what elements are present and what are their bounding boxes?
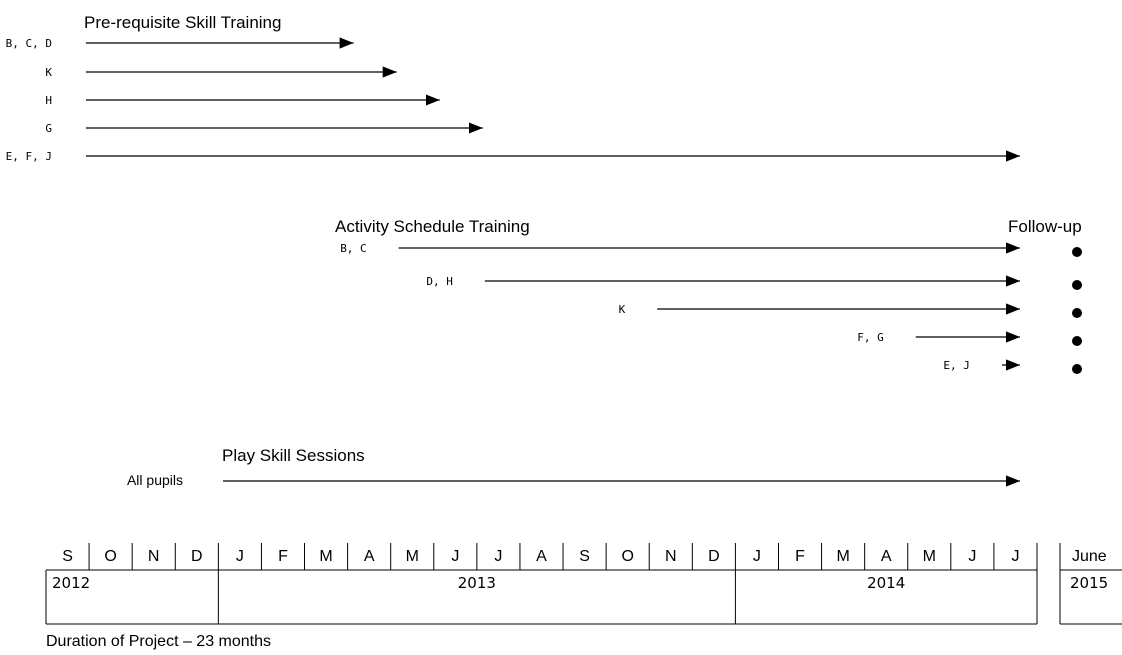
extra-month-label: June bbox=[1072, 548, 1107, 565]
month-label: N bbox=[665, 548, 677, 565]
prerequisite-title: Pre-requisite Skill Training bbox=[84, 13, 281, 32]
extra-year-label: 2015 bbox=[1070, 574, 1108, 592]
pupil-group-label: K bbox=[619, 303, 626, 316]
followup-dot bbox=[1072, 336, 1082, 346]
followup-title: Follow-up bbox=[1008, 217, 1082, 236]
pupil-group-label: B, C bbox=[340, 242, 367, 255]
month-label: S bbox=[579, 548, 590, 565]
month-label: J bbox=[1011, 548, 1019, 565]
month-label: J bbox=[236, 548, 244, 565]
followup-dot bbox=[1072, 280, 1082, 290]
month-label: O bbox=[621, 548, 633, 565]
duration-label: Duration of Project – 23 months bbox=[46, 633, 271, 650]
month-label: J bbox=[968, 548, 976, 565]
month-label: A bbox=[881, 548, 892, 565]
month-label: N bbox=[148, 548, 160, 565]
pupil-group-label: K bbox=[45, 66, 52, 79]
year-label: 2013 bbox=[458, 574, 496, 592]
month-label: F bbox=[278, 548, 288, 565]
pupil-group-label: E, J bbox=[943, 359, 970, 372]
timeline-axis: S O N D J F M A M J J A S O N D J F M A M J J 2012 2013 2014 June 2… bbox=[45, 543, 1122, 625]
month-label: M bbox=[406, 548, 419, 565]
pupil-group-label: B, C, D bbox=[6, 37, 52, 50]
pupil-group-label: E, F, J bbox=[6, 150, 52, 163]
month-label: O bbox=[104, 548, 116, 565]
month-label: J bbox=[451, 548, 459, 565]
month-label: M bbox=[319, 548, 332, 565]
followup-dot bbox=[1072, 364, 1082, 374]
month-label: J bbox=[494, 548, 502, 565]
play-row: All pupils bbox=[127, 472, 1020, 488]
month-label: S bbox=[62, 548, 73, 565]
month-label: J bbox=[753, 548, 761, 565]
pupil-group-label: G bbox=[45, 122, 52, 135]
month-label: D bbox=[191, 548, 203, 565]
pupil-group-label: D, H bbox=[426, 275, 453, 288]
pupil-group-label: F, G bbox=[857, 331, 884, 344]
play-title: Play Skill Sessions bbox=[222, 446, 365, 465]
year-label: 2014 bbox=[867, 574, 905, 592]
all-pupils-label: All pupils bbox=[127, 472, 183, 488]
followup-dot bbox=[1072, 247, 1082, 257]
followup-dot bbox=[1072, 308, 1082, 318]
month-label: M bbox=[923, 548, 936, 565]
pupil-group-label: H bbox=[45, 94, 52, 107]
activity-rows: B, C D, H K F, G E, J bbox=[340, 242, 1082, 374]
year-label: 2012 bbox=[52, 574, 90, 592]
activity-title: Activity Schedule Training bbox=[335, 217, 530, 236]
month-label: D bbox=[708, 548, 720, 565]
month-label: M bbox=[836, 548, 849, 565]
prerequisite-rows: B, C, D K H G E, F, J bbox=[6, 37, 1020, 163]
month-label: A bbox=[536, 548, 547, 565]
month-label: A bbox=[364, 548, 375, 565]
month-label: F bbox=[795, 548, 805, 565]
